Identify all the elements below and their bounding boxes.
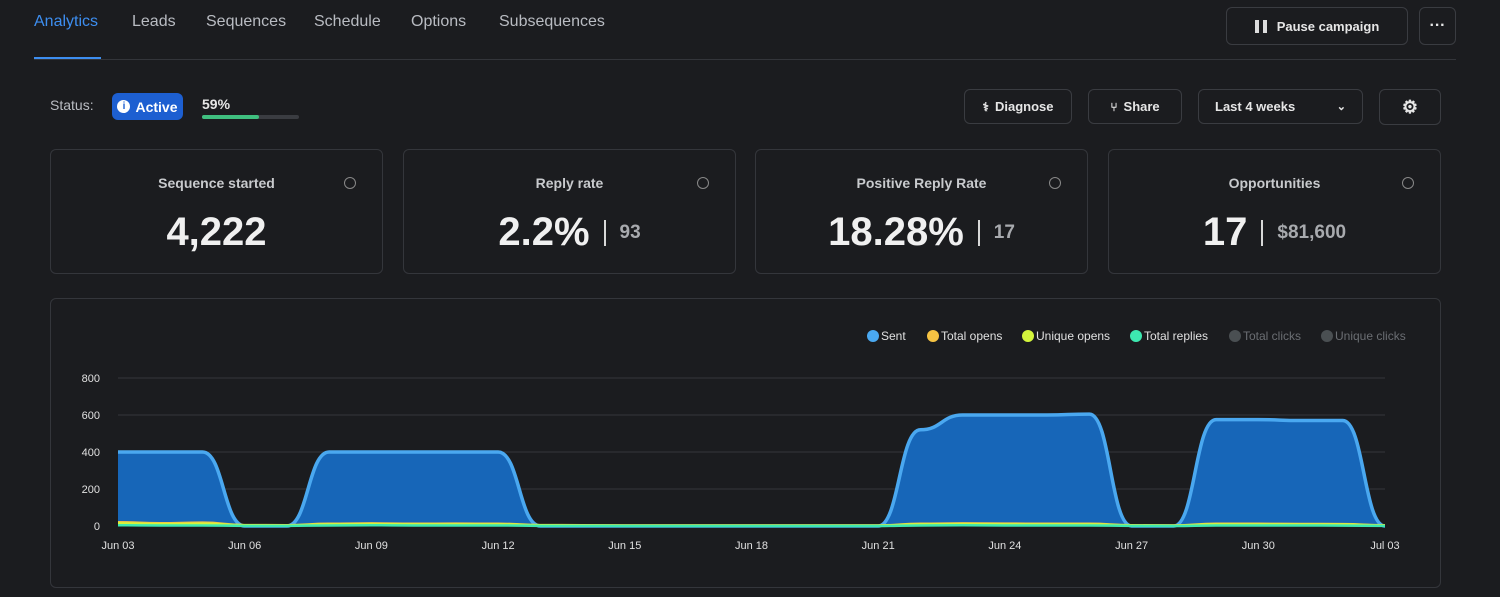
- tab[interactable]: Schedule: [314, 13, 381, 30]
- settings-button[interactable]: ⚙: [1379, 89, 1441, 125]
- stat-title: Sequence started: [158, 175, 275, 191]
- progress-fill: [202, 115, 260, 119]
- x-tick-label: Jun 30: [1242, 540, 1275, 552]
- stat-title: Reply rate: [535, 175, 604, 191]
- legend-swatch: [927, 330, 939, 342]
- divider: [977, 219, 980, 246]
- y-tick-label: 400: [82, 447, 100, 459]
- stat-value: 18.28%: [828, 210, 964, 254]
- progress-label: 59%: [202, 96, 231, 112]
- stat-card: Opportunities 17 $81,600: [1108, 149, 1441, 274]
- legend-label: Sent: [881, 329, 906, 343]
- tab[interactable]: Leads: [132, 13, 176, 30]
- share-label: Share: [1123, 99, 1160, 114]
- stat-card: Reply rate 2.2% 93: [403, 149, 736, 274]
- x-tick-label: Jun 15: [608, 540, 641, 552]
- badge-text: Active: [135, 98, 178, 115]
- status-label: Status:: [50, 97, 94, 113]
- pause-button[interactable]: Pause campaign: [1226, 7, 1408, 45]
- info-icon: [697, 177, 709, 189]
- x-tick-label: Jun 18: [735, 540, 768, 552]
- x-tick-label: Jun 27: [1115, 540, 1148, 552]
- stat-detail: 17: [993, 221, 1015, 243]
- stat-value-row: 2.2% 93: [404, 210, 735, 255]
- stat-value: 4,222: [166, 210, 267, 254]
- stat-value: 17: [1202, 210, 1248, 254]
- stat-title: Positive Reply Rate: [856, 175, 987, 191]
- pause-icon: [1254, 19, 1267, 33]
- legend-label: Total opens: [941, 329, 1002, 343]
- legend-swatch: [1130, 330, 1142, 342]
- info-icon: [1049, 177, 1061, 189]
- range-select[interactable]: Last 4 weeks ⌄: [1198, 89, 1363, 124]
- divider: [603, 219, 606, 246]
- legend-swatch: [867, 330, 879, 342]
- divider: [1261, 219, 1264, 246]
- legend-label: Total clicks: [1243, 329, 1301, 343]
- x-tick-label: Jun 03: [101, 540, 134, 552]
- y-tick-label: 0: [94, 521, 100, 533]
- stat-value: 2.2%: [498, 210, 590, 254]
- line: [117, 524, 1386, 528]
- legend-swatch: [1022, 330, 1034, 342]
- status-badge: i Active: [112, 93, 183, 120]
- stat-title: Opportunities: [1228, 175, 1321, 191]
- stat-card: Positive Reply Rate 18.28% 17: [755, 149, 1088, 274]
- x-tick-label: Jun 06: [228, 540, 261, 552]
- tab[interactable]: Analytics: [34, 13, 99, 30]
- x-tick-label: Jun 21: [862, 540, 895, 552]
- chart-card: [50, 298, 1441, 588]
- tab[interactable]: Subsequences: [499, 13, 605, 30]
- stat-detail: $81,600: [1277, 221, 1347, 243]
- area: [118, 414, 1385, 526]
- x-tick-label: Jul 03: [1370, 540, 1399, 552]
- stat-card: Sequence started 4,222: [50, 149, 383, 274]
- active-tab-underline: [34, 57, 101, 60]
- stat-value-row: 18.28% 17: [756, 210, 1087, 255]
- x-tick-label: Jun 12: [482, 540, 515, 552]
- y-tick-label: 800: [82, 373, 100, 385]
- stat-detail: 93: [619, 221, 641, 243]
- range-label: Last 4 weeks: [1215, 99, 1296, 114]
- legend-swatch: [1229, 330, 1241, 342]
- diagnose-label: Diagnose: [994, 99, 1054, 114]
- x-tick-label: Jun 09: [355, 540, 388, 552]
- pause-label: Pause campaign: [1276, 18, 1380, 34]
- tab[interactable]: Sequences: [206, 13, 287, 30]
- progress-track: [202, 115, 299, 119]
- info-icon: [1402, 177, 1414, 189]
- legend-label: Unique clicks: [1335, 329, 1406, 343]
- separator: [34, 59, 1456, 60]
- legend-label: Total replies: [1144, 329, 1208, 343]
- share-button[interactable]: ⑂ Share: [1088, 89, 1182, 124]
- legend-swatch: [1321, 330, 1333, 342]
- tab[interactable]: Options: [411, 13, 467, 30]
- more-button[interactable]: ···: [1419, 7, 1456, 45]
- x-tick-label: Jun 24: [988, 540, 1021, 552]
- y-tick-label: 600: [82, 410, 100, 422]
- info-icon: [344, 177, 356, 189]
- stat-value-row: 4,222: [51, 210, 382, 255]
- stat-value-row: 17 $81,600: [1109, 210, 1440, 255]
- legend-label: Unique opens: [1036, 329, 1110, 343]
- diagnose-button[interactable]: ⚕ Diagnose: [964, 89, 1072, 124]
- y-tick-label: 200: [82, 484, 100, 496]
